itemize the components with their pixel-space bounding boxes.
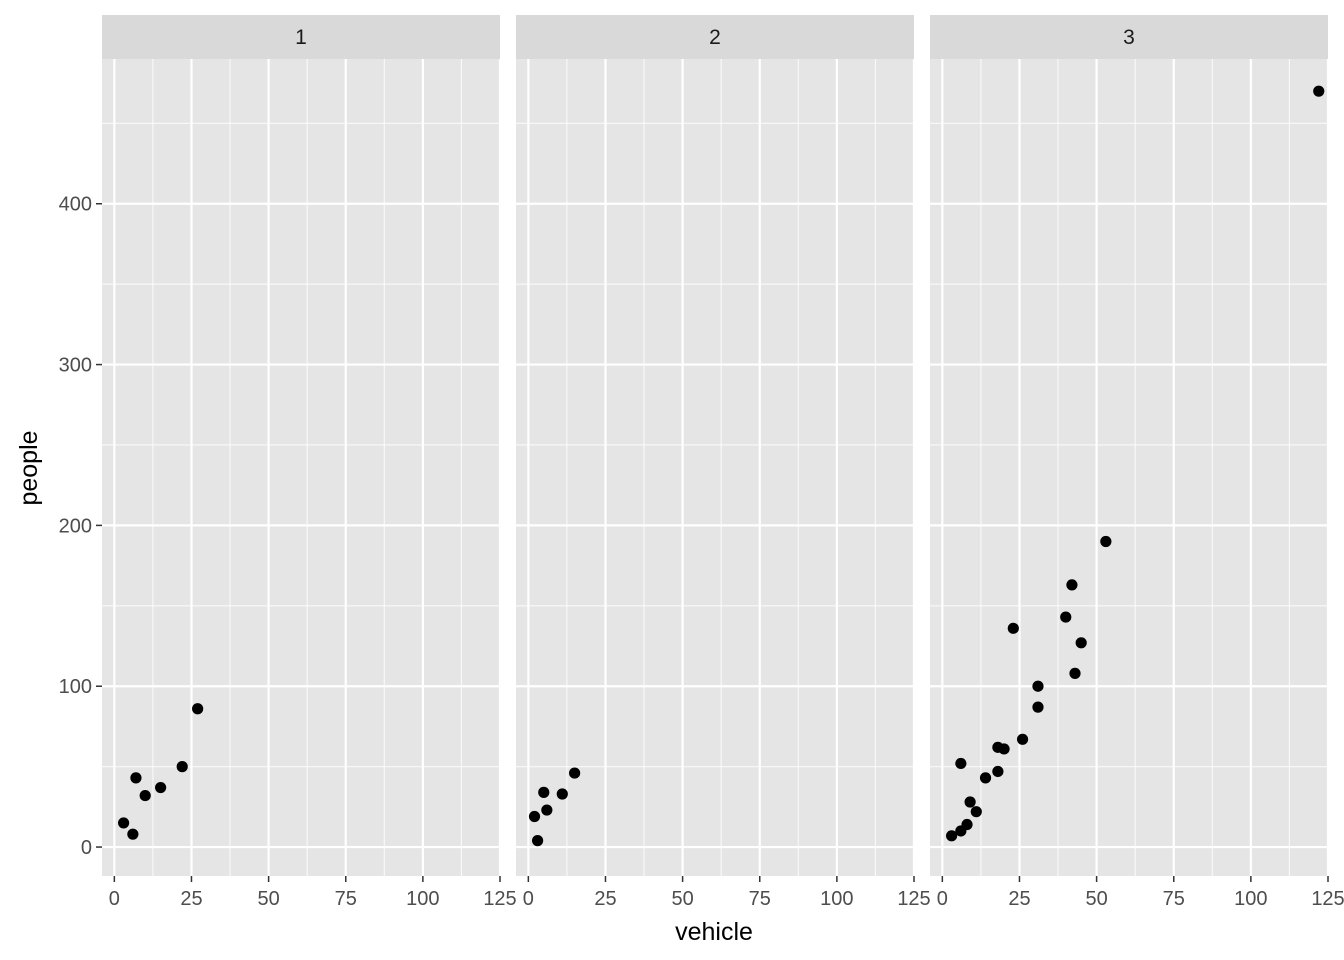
x-tick-label: 0 [937, 888, 948, 910]
x-axis-title: vehicle [675, 918, 753, 946]
facet-strip [930, 15, 1328, 59]
facet-strip [102, 15, 500, 59]
data-point [961, 818, 973, 831]
data-point [127, 828, 139, 840]
data-point [1313, 85, 1325, 97]
facet-strip-label: 3 [1123, 26, 1135, 49]
x-tick-label: 100 [820, 888, 853, 910]
y-axis-title: people [15, 430, 43, 505]
x-tick-label: 100 [406, 888, 439, 910]
data-point [192, 703, 204, 715]
y-tick-label: 200 [59, 515, 92, 537]
x-tick-label: 0 [109, 888, 120, 910]
data-point [998, 743, 1010, 755]
data-point [139, 789, 151, 802]
data-point [130, 772, 142, 784]
data-point [979, 772, 992, 784]
data-point [970, 806, 982, 818]
x-tick-label: 125 [483, 888, 516, 910]
facet-strip [516, 15, 914, 59]
x-tick-label: 25 [180, 888, 202, 910]
data-point [945, 830, 958, 842]
x-tick-label: 0 [523, 888, 534, 910]
x-tick-label: 50 [671, 888, 693, 910]
plot-panel [102, 59, 500, 876]
data-point [1060, 611, 1072, 623]
data-point [538, 786, 550, 798]
x-tick-label: 75 [749, 888, 771, 910]
x-tick-label: 125 [1311, 888, 1344, 910]
facet-strip-label: 2 [709, 26, 721, 49]
data-point [176, 761, 188, 773]
data-point [1066, 579, 1078, 591]
x-tick-label: 100 [1234, 888, 1267, 910]
data-point [117, 817, 130, 829]
x-tick-label: 25 [594, 888, 616, 910]
x-tick-label: 50 [1085, 888, 1107, 910]
y-tick-label: 400 [59, 194, 92, 216]
data-point [1100, 535, 1112, 548]
x-tick-label: 25 [1008, 888, 1030, 910]
data-point [1007, 622, 1019, 634]
data-point [1069, 667, 1081, 679]
data-point [964, 796, 976, 808]
data-point [531, 835, 544, 847]
data-point [1016, 733, 1029, 745]
facet-panel-2: 2 0 25 50 75 100 125 [516, 15, 931, 910]
x-tick-label: 75 [1163, 888, 1185, 910]
data-point [556, 788, 568, 800]
data-point [1075, 637, 1087, 649]
x-tick-label: 75 [335, 888, 357, 910]
facet-panel-1: 1 0 25 50 75 100 125 [102, 15, 517, 910]
data-point [955, 757, 967, 770]
data-point [528, 810, 541, 823]
data-point [1032, 680, 1044, 692]
data-point [155, 781, 167, 794]
data-point [541, 804, 553, 816]
y-tick-label: 0 [81, 837, 92, 859]
data-point [569, 767, 581, 779]
y-tick-label: 100 [59, 676, 92, 698]
plot-panel [930, 59, 1328, 876]
x-tick-label: 50 [257, 888, 279, 910]
facet-panel-3: 3 0 25 50 75 100 125 [930, 15, 1344, 910]
facet-strip-label: 1 [295, 26, 307, 49]
y-tick-label: 300 [59, 355, 92, 377]
x-tick-label: 125 [897, 888, 930, 910]
plot-panel [516, 59, 914, 876]
data-point [992, 765, 1004, 778]
data-point [1032, 701, 1044, 713]
